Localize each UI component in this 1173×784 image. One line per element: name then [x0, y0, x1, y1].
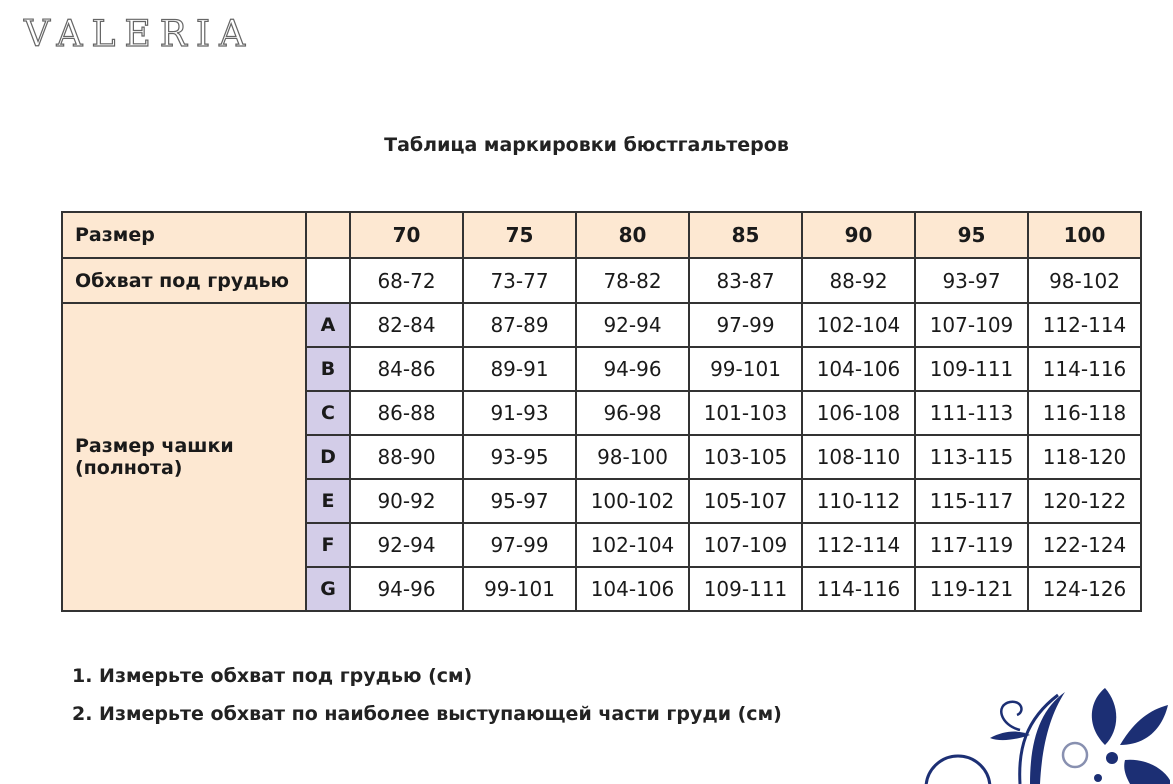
cup-cell: 82-84 [349, 302, 464, 348]
size-header: 80 [575, 211, 690, 259]
underbust-cell: 93-97 [914, 257, 1029, 304]
cup-letter: C [305, 390, 351, 436]
cup-cell: 92-94 [575, 302, 690, 348]
cup-cell: 118-120 [1027, 434, 1142, 480]
cup-cell: 98-100 [575, 434, 690, 480]
size-header: 75 [462, 211, 577, 259]
cup-row: F 92-94 97-99 102-104 107-109 112-114 117-119 1… [62, 522, 1142, 568]
underbust-label: Обхват под грудью [61, 257, 307, 304]
blank-cell [305, 257, 351, 304]
cup-cell: 103-105 [688, 434, 803, 480]
cup-cell: 111-113 [914, 390, 1029, 436]
cup-cell: 88-90 [349, 434, 464, 480]
cup-cell: 92-94 [349, 522, 464, 568]
cup-cell: 96-98 [575, 390, 690, 436]
cup-row: B 84-86 89-91 94-96 99-101 104-106 109-111 114-… [62, 346, 1142, 392]
cup-cell: 100-102 [575, 478, 690, 524]
cup-cell: 122-124 [1027, 522, 1142, 568]
cup-cell: 112-114 [801, 522, 916, 568]
size-table: Размер 70 75 80 85 90 95 100 Обхват под грудью… [61, 211, 1142, 612]
cup-label: Размер чашки (полнота) [61, 302, 307, 612]
cup-cell: 86-88 [349, 390, 464, 436]
cup-cell: 114-116 [801, 566, 916, 612]
cup-cell: 91-93 [462, 390, 577, 436]
underbust-cell: 73-77 [462, 257, 577, 304]
cup-cell: 110-112 [801, 478, 916, 524]
size-label: Размер [61, 211, 307, 259]
cup-cell: 97-99 [462, 522, 577, 568]
cup-row: E 90-92 95-97 100-102 105-107 110-112 115-117 1… [62, 478, 1142, 524]
cup-letter: D [305, 434, 351, 480]
floral-ornament [924, 688, 1170, 784]
cup-cell: 106-108 [801, 390, 916, 436]
size-header: 95 [914, 211, 1029, 259]
cup-row: Размер чашки (полнота) A 82-84 87-89 92-94 97… [61, 302, 1142, 612]
cup-cell: 104-106 [575, 566, 690, 612]
cup-cell: 99-101 [688, 346, 803, 392]
blank-cell [305, 211, 351, 259]
cup-cell: 109-111 [914, 346, 1029, 392]
note-2: 2. Измерьте обхват по наиболее выступающ… [72, 703, 782, 725]
cup-cell: 115-117 [914, 478, 1029, 524]
cup-letter: B [305, 346, 351, 392]
cup-cell: 112-114 [1027, 302, 1142, 348]
cup-cell: 119-121 [914, 566, 1029, 612]
size-row: Размер 70 75 80 85 90 95 100 [61, 211, 1142, 259]
cup-cell: 120-122 [1027, 478, 1142, 524]
cup-cell: 87-89 [462, 302, 577, 348]
cup-cell: 102-104 [575, 522, 690, 568]
note-1: 1. Измерьте обхват под грудью (см) [72, 665, 473, 687]
size-header: 85 [688, 211, 803, 259]
size-header: 90 [801, 211, 916, 259]
cup-cell: 93-95 [462, 434, 577, 480]
size-header: 100 [1027, 211, 1142, 259]
cup-cell: 102-104 [801, 302, 916, 348]
underbust-cell: 68-72 [349, 257, 464, 304]
cup-cell: 94-96 [349, 566, 464, 612]
underbust-row: Обхват под грудью 68-72 73-77 78-82 83-87 88… [61, 257, 1142, 304]
cup-cell: 94-96 [575, 346, 690, 392]
cup-cell: 114-116 [1027, 346, 1142, 392]
cup-letter: F [305, 522, 351, 568]
cup-letter: A [305, 302, 351, 348]
instructions: 1. Измерьте обхват под грудью (см) 2. Из… [72, 665, 782, 741]
underbust-cell: 98-102 [1027, 257, 1142, 304]
underbust-cell: 83-87 [688, 257, 803, 304]
cup-cell: 101-103 [688, 390, 803, 436]
cup-cell: 105-107 [688, 478, 803, 524]
cup-cell: 113-115 [914, 434, 1029, 480]
cup-letter: G [305, 566, 351, 612]
cup-cell: 99-101 [462, 566, 577, 612]
underbust-cell: 88-92 [801, 257, 916, 304]
cup-cell: 107-109 [688, 522, 803, 568]
cup-cell: 97-99 [688, 302, 803, 348]
brand-logo: VALERIA [23, 13, 255, 55]
cup-cell: 95-97 [462, 478, 577, 524]
cup-cell: 104-106 [801, 346, 916, 392]
cup-cell: 109-111 [688, 566, 803, 612]
cup-cell: 90-92 [349, 478, 464, 524]
page-title: Таблица маркировки бюстгальтеров [384, 134, 789, 156]
cup-cell: 89-91 [462, 346, 577, 392]
cup-row: C 86-88 91-93 96-98 101-103 106-108 111-113 116… [62, 390, 1142, 436]
cup-cell: 84-86 [349, 346, 464, 392]
cup-cell: 124-126 [1027, 566, 1142, 612]
size-header: 70 [349, 211, 464, 259]
cup-cell: 108-110 [801, 434, 916, 480]
cup-row: G 94-96 99-101 104-106 109-111 114-116 119-121… [62, 566, 1142, 612]
cup-row: D 88-90 93-95 98-100 103-105 108-110 113-115 11… [62, 434, 1142, 480]
cup-letter: E [305, 478, 351, 524]
cup-cell: 116-118 [1027, 390, 1142, 436]
cup-cell: 117-119 [914, 522, 1029, 568]
cup-cell: 107-109 [914, 302, 1029, 348]
underbust-cell: 78-82 [575, 257, 690, 304]
